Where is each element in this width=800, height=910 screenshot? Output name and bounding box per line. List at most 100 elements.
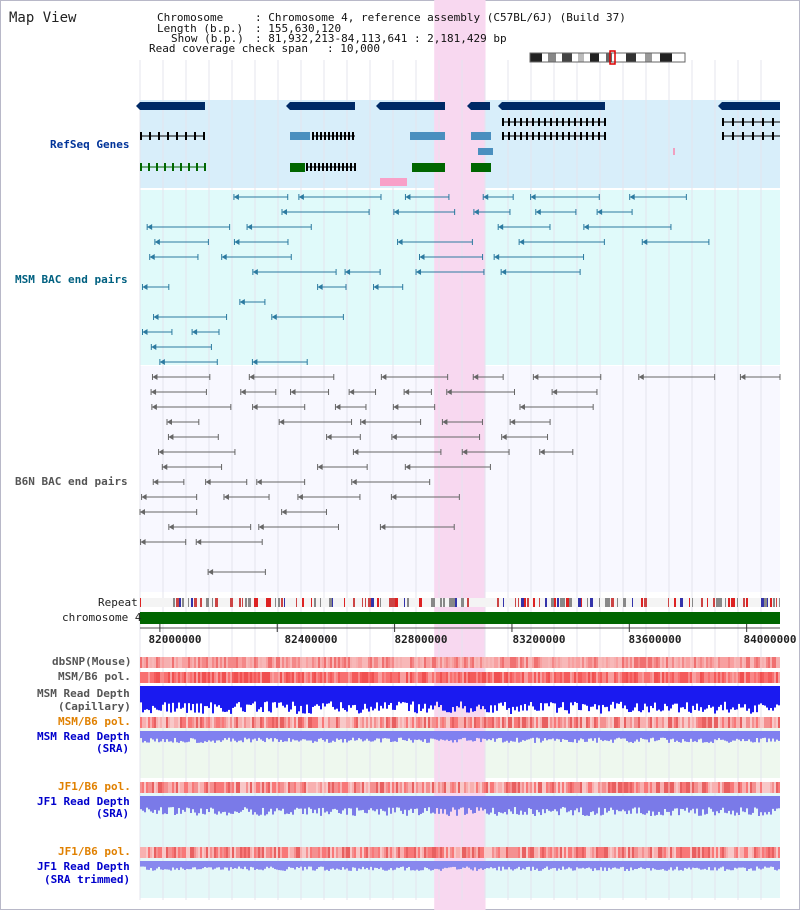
heat-cell (502, 717, 504, 728)
repeat-element (539, 598, 540, 607)
depth-bar (256, 731, 258, 741)
repeat-element (266, 598, 269, 607)
heat-cell (618, 657, 620, 668)
heat-cell (492, 657, 494, 668)
gene-exon (762, 132, 764, 140)
heat-cell (334, 782, 336, 793)
depth-bar (274, 861, 276, 870)
heat-cell (528, 782, 530, 793)
depth-bar (686, 861, 688, 869)
heat-cell (442, 782, 444, 793)
heat-cell (140, 657, 142, 668)
heat-cell (756, 782, 758, 793)
heat-cell (268, 782, 270, 793)
repeat-element (377, 598, 379, 607)
heat-cell (462, 782, 464, 793)
heat-cell (452, 672, 454, 683)
heat-cell (634, 847, 636, 858)
gene-exon (580, 118, 582, 126)
depth-bar (496, 796, 498, 816)
heat-cell (148, 672, 150, 683)
heat-cell (610, 657, 612, 668)
heat-cell (412, 847, 414, 858)
depth-bar (688, 861, 690, 868)
heat-cell (752, 717, 754, 728)
depth-bar (492, 731, 494, 739)
depth-bar (464, 861, 466, 868)
heat-cell (326, 672, 328, 683)
heat-cell (650, 657, 652, 668)
heat-cell (254, 717, 256, 728)
heat-cell (396, 657, 398, 668)
depth-bar (420, 686, 422, 712)
depth-bar (450, 796, 452, 812)
depth-bar (250, 686, 252, 706)
depth-bar (738, 686, 740, 704)
heat-cell (158, 782, 160, 793)
heat-cell (188, 782, 190, 793)
heat-cell (140, 847, 142, 858)
heat-cell (164, 672, 166, 683)
heat-cell (510, 657, 512, 668)
gene-exon (354, 163, 356, 171)
gene-exon (203, 132, 205, 140)
depth-bar (460, 861, 462, 870)
heat-cell (538, 782, 540, 793)
depth-bar (690, 796, 692, 811)
heat-cell (200, 657, 202, 668)
heat-cell (706, 717, 708, 728)
heat-cell (768, 657, 770, 668)
repeat-element (362, 598, 363, 607)
heat-cell (548, 847, 550, 858)
depth-bar (640, 796, 642, 814)
depth-bar (542, 686, 544, 711)
depth-bar (178, 731, 180, 743)
heat-cell (602, 672, 604, 683)
depth-bar (374, 686, 376, 709)
depth-bar (432, 731, 434, 739)
heat-cell (184, 782, 186, 793)
heat-cell (518, 847, 520, 858)
heat-cell (652, 847, 654, 858)
heat-cell (558, 847, 560, 858)
heat-cell (576, 717, 578, 728)
heat-cell (620, 657, 622, 668)
heat-cell (560, 782, 562, 793)
depth-bar (300, 861, 302, 867)
heat-cell (430, 847, 432, 858)
heat-cell (188, 847, 190, 858)
heat-cell (208, 847, 210, 858)
depth-bar (488, 686, 490, 713)
heat-cell (568, 657, 570, 668)
heat-cell (646, 782, 648, 793)
heat-cell (202, 782, 204, 793)
depth-bar (488, 796, 490, 815)
depth-bar (346, 731, 348, 743)
heat-cell (554, 847, 556, 858)
heat-cell (696, 847, 698, 858)
selected-region-highlight (434, 0, 486, 910)
depth-bar (688, 731, 690, 743)
b6n-bac-pair-marker (152, 374, 158, 380)
depth-bar (140, 686, 142, 703)
refseq-genes-label[interactable]: RefSeq Genes (50, 138, 130, 151)
depth-bar (726, 686, 728, 710)
depth-bar (288, 796, 290, 814)
depth-bar (686, 731, 688, 742)
heat-cell (354, 672, 356, 683)
heat-cell (628, 672, 630, 683)
heat-cell (174, 782, 176, 793)
msm-bac-label[interactable]: MSM BAC end pairs (15, 273, 128, 286)
heat-cell (230, 657, 232, 668)
depth-bar (270, 731, 272, 739)
depth-bar (744, 861, 746, 868)
heat-cell (228, 657, 230, 668)
heat-cell (182, 717, 184, 728)
depth-bar (434, 861, 436, 869)
depth-bar (760, 796, 762, 813)
b6n-bac-label[interactable]: B6N BAC end pairs (15, 475, 128, 488)
heat-cell (470, 847, 472, 858)
heat-cell (748, 782, 750, 793)
heat-cell (316, 672, 318, 683)
